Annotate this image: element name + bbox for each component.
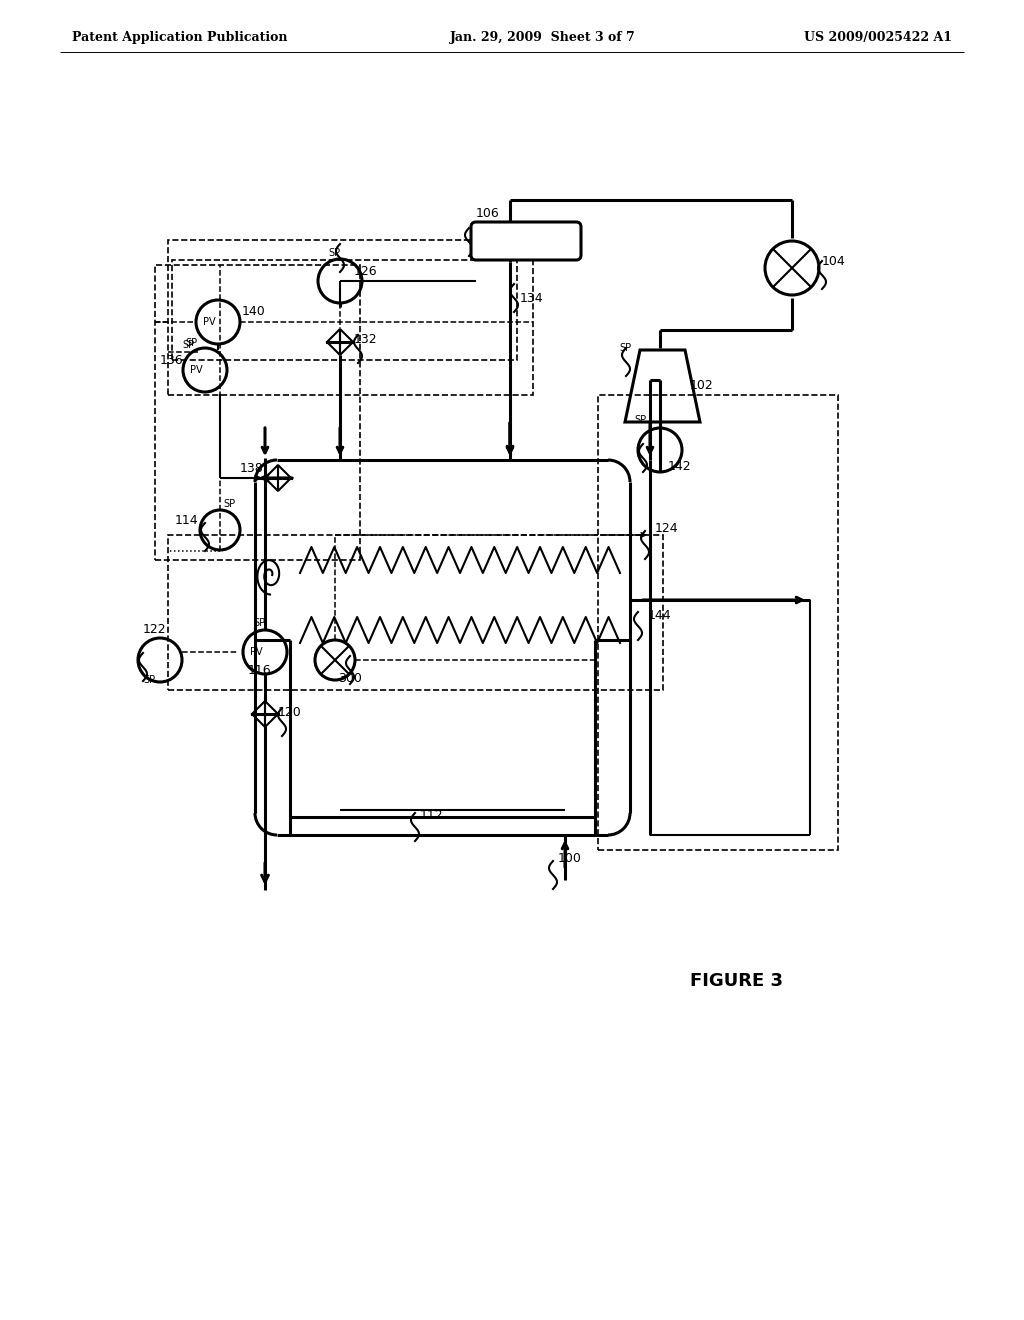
Text: 124: 124 bbox=[655, 521, 679, 535]
Text: PV: PV bbox=[203, 317, 215, 327]
Text: SP: SP bbox=[223, 499, 236, 510]
Text: 116: 116 bbox=[248, 664, 271, 677]
Text: 122: 122 bbox=[143, 623, 167, 636]
Text: SP: SP bbox=[634, 414, 646, 425]
Text: 300: 300 bbox=[338, 672, 361, 685]
Text: Jan. 29, 2009  Sheet 3 of 7: Jan. 29, 2009 Sheet 3 of 7 bbox=[450, 30, 636, 44]
Text: SP: SP bbox=[185, 338, 198, 348]
Text: 142: 142 bbox=[668, 459, 691, 473]
Bar bbox=[168, 535, 663, 690]
Text: 106: 106 bbox=[476, 207, 500, 220]
Text: SP: SP bbox=[143, 675, 155, 685]
Text: 114: 114 bbox=[175, 513, 199, 527]
Text: FIGURE 3: FIGURE 3 bbox=[690, 972, 783, 990]
Bar bbox=[168, 240, 534, 395]
Text: Patent Application Publication: Patent Application Publication bbox=[72, 30, 288, 44]
Text: 138: 138 bbox=[240, 462, 264, 475]
Text: SP: SP bbox=[253, 618, 265, 628]
Text: 144: 144 bbox=[648, 609, 672, 622]
Text: 140: 140 bbox=[242, 305, 266, 318]
Text: SP: SP bbox=[328, 248, 340, 257]
Text: SP: SP bbox=[618, 343, 631, 352]
Bar bbox=[172, 260, 517, 360]
Text: 102: 102 bbox=[690, 379, 714, 392]
Text: PV: PV bbox=[189, 366, 203, 375]
Text: SP: SP bbox=[182, 341, 195, 350]
Text: 132: 132 bbox=[354, 333, 378, 346]
Text: 126: 126 bbox=[354, 265, 378, 279]
Text: PV: PV bbox=[250, 647, 262, 657]
Text: US 2009/0025422 A1: US 2009/0025422 A1 bbox=[804, 30, 952, 44]
Text: 120: 120 bbox=[278, 706, 302, 719]
Text: 100: 100 bbox=[558, 851, 582, 865]
FancyBboxPatch shape bbox=[471, 222, 581, 260]
Bar bbox=[598, 395, 838, 850]
Text: 112: 112 bbox=[420, 809, 443, 822]
Bar bbox=[155, 265, 360, 560]
Text: 134: 134 bbox=[520, 292, 544, 305]
Text: 104: 104 bbox=[822, 255, 846, 268]
Text: 136: 136 bbox=[160, 354, 183, 367]
